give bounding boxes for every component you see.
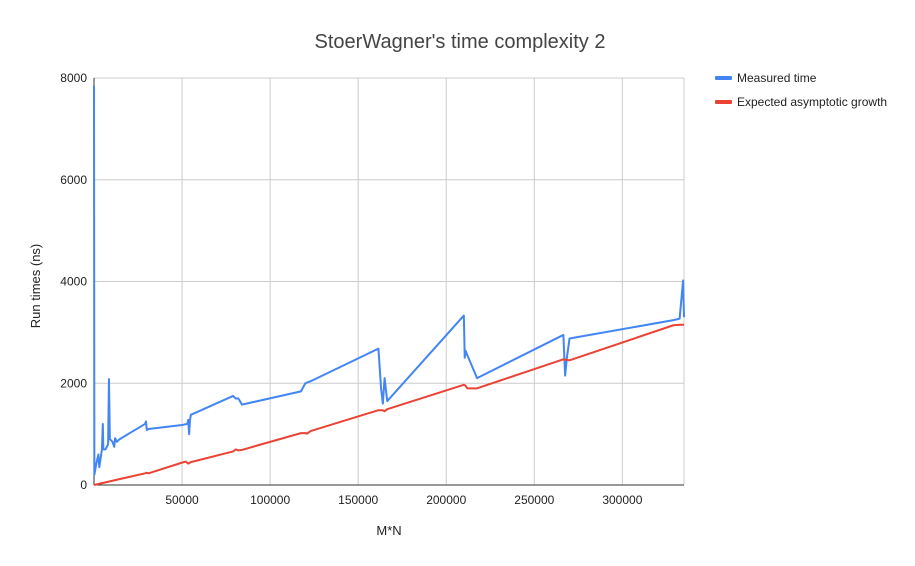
y-axis-title: Run times (ns): [28, 244, 43, 329]
x-tick-label: 50000: [165, 493, 199, 507]
x-tick-label: 150000: [338, 493, 378, 507]
x-tick-label: 300000: [602, 493, 642, 507]
y-tick-label: 0: [80, 478, 87, 492]
legend-label-expected-asymptotic-growth: Expected asymptotic growth: [737, 95, 887, 109]
y-tick-label: 8000: [60, 71, 87, 85]
measured-time-line: [93, 85, 685, 476]
x-axis-title: M*N: [376, 523, 401, 538]
x-tick-label: 200000: [426, 493, 466, 507]
expected-asymptotic-growth-line: [93, 323, 684, 486]
legend-swatch-expected-asymptotic-growth: [715, 100, 732, 104]
chart-title: StoerWagner's time complexity 2: [315, 31, 606, 53]
legend-label-measured-time: Measured time: [737, 71, 817, 85]
x-tick-label: 100000: [250, 493, 290, 507]
y-tick-label: 2000: [60, 376, 87, 390]
series-layer: [93, 85, 685, 486]
y-tick-label: 6000: [60, 173, 87, 187]
y-axis-tick-labels: 0 2000 4000 6000 8000: [60, 71, 87, 492]
x-axis-tick-labels: 50000 100000 150000 200000 250000 300000: [165, 493, 642, 507]
x-tick-label: 250000: [514, 493, 554, 507]
y-tick-label: 4000: [60, 275, 87, 289]
legend: Measured time Expected asymptotic growth: [715, 71, 887, 109]
legend-swatch-measured-time: [715, 76, 732, 80]
